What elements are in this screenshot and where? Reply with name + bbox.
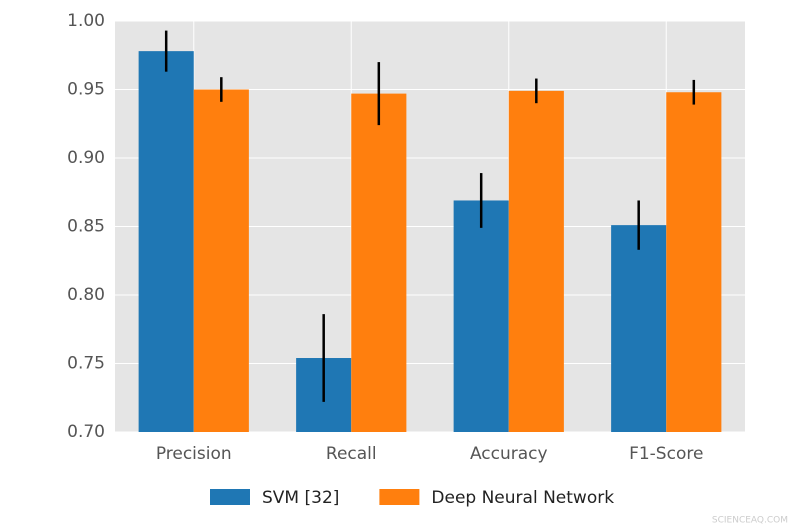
legend-label: SVM [32]	[262, 488, 339, 508]
y-tick-label: 0.80	[67, 285, 105, 305]
legend-swatch	[210, 489, 250, 505]
bar	[138, 51, 194, 432]
legend-swatch	[379, 489, 420, 505]
x-tick-label: Accuracy	[470, 444, 548, 464]
y-tick-label: 0.70	[67, 422, 105, 442]
bar	[666, 92, 722, 433]
watermark: SCIENCEAQ.COM	[712, 516, 788, 526]
bar	[193, 89, 249, 432]
x-tick-label: Recall	[326, 444, 377, 464]
y-tick-label: 0.95	[67, 80, 105, 100]
y-tick-label: 1.00	[67, 11, 105, 31]
x-tick-label: F1-Score	[629, 444, 703, 464]
bar	[508, 90, 564, 433]
y-tick-label: 0.85	[67, 217, 105, 237]
y-tick-label: 0.90	[67, 148, 105, 168]
bar	[611, 225, 667, 432]
bar	[351, 93, 407, 433]
legend-label: Deep Neural Network	[431, 488, 614, 508]
bar	[453, 200, 509, 432]
x-tick-label: Precision	[156, 444, 232, 464]
y-tick-label: 0.75	[67, 354, 105, 374]
